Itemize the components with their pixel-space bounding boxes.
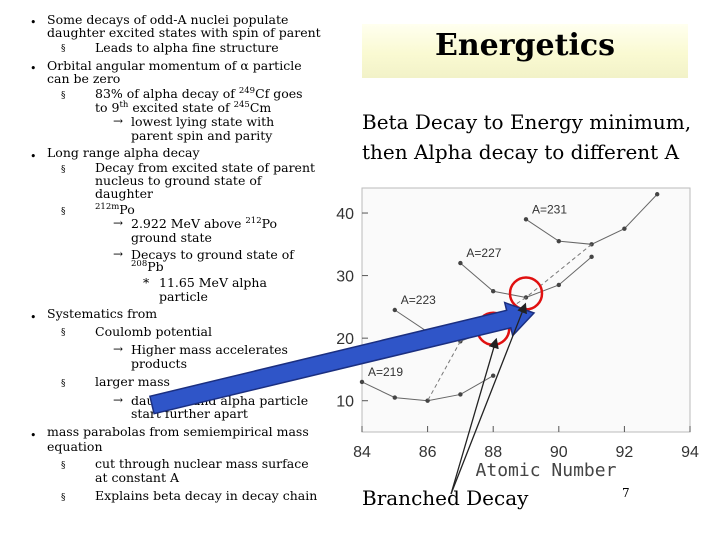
title-banner — [362, 24, 688, 78]
bullet-square: § — [61, 44, 66, 54]
series-label: A=231 — [532, 202, 567, 216]
series-label: A=223 — [401, 293, 436, 307]
data-point — [458, 392, 463, 397]
arrow-bullet: → — [113, 114, 124, 128]
text-line: lowest lying state with — [131, 114, 275, 129]
text-line: Some decays of odd-A nuclei populate — [47, 12, 289, 27]
series-label: A=219 — [368, 365, 403, 379]
slide-title: Energetics — [434, 28, 616, 63]
text-line: parent spin and parity — [131, 128, 273, 143]
text-line: Systematics from — [47, 306, 158, 321]
bullet-dot: • — [30, 62, 37, 75]
text-line: 2.922 MeV above 212Po — [131, 215, 278, 231]
text-line: 208Pb — [131, 258, 164, 274]
text-column: • Some decays of odd-A nuclei populate d… — [0, 0, 340, 540]
bullet-dot: • — [30, 150, 37, 163]
text-line: products — [131, 356, 187, 371]
x-tick-label: 88 — [484, 444, 502, 461]
text-line: can be zero — [47, 71, 121, 86]
bullet-square: § — [61, 379, 66, 389]
text-line: at constant A — [95, 470, 179, 485]
bullet-square: § — [61, 493, 66, 503]
text-line: 212mPo — [95, 201, 135, 217]
x-tick-label: 86 — [419, 444, 437, 461]
text-line: particle — [159, 289, 208, 304]
text-line: to 9th excited state of 245Cm — [95, 99, 272, 115]
y-tick-label: 30 — [336, 269, 354, 286]
bullet-square: § — [61, 207, 66, 217]
branch-arrow — [450, 337, 499, 495]
y-tick-label: 10 — [336, 394, 354, 411]
text-line: Explains beta decay in decay chain — [95, 488, 318, 503]
x-tick-label: 94 — [681, 444, 699, 461]
star-bullet: * — [143, 275, 150, 290]
data-point — [589, 254, 594, 260]
bullet-dot: • — [30, 16, 37, 29]
x-axis-title: Atomic Number — [476, 460, 617, 481]
decay-path-line — [525, 243, 592, 298]
text-line: equation — [47, 439, 103, 454]
text-line: mass parabolas from semiempirical mass — [47, 424, 309, 439]
text-line: 83% of alpha decay of 249Cf goes — [95, 85, 303, 101]
data-point — [491, 289, 496, 294]
decay-path-line — [427, 341, 461, 401]
data-point — [523, 217, 529, 222]
subtitle-line-1: Beta Decay to Energy minimum, — [362, 110, 692, 134]
data-point — [556, 238, 561, 244]
text-line: daughter — [95, 186, 153, 201]
text-line: Decay from excited state of parent — [95, 160, 316, 175]
data-point — [392, 395, 397, 400]
data-point — [655, 192, 660, 197]
text-line: 11.65 MeV alpha — [159, 275, 267, 290]
arrow-bullet: → — [113, 393, 124, 407]
x-tick-label: 84 — [353, 444, 371, 461]
text-line: Orbital angular momentum of α particle — [47, 58, 302, 73]
subtitle-line-2: then Alpha decay to different A — [362, 140, 680, 164]
data-point — [425, 398, 430, 403]
text-line: Coulomb potential — [95, 324, 212, 339]
text-line: Higher mass accelerates — [131, 342, 288, 357]
bullet-square: § — [61, 461, 66, 471]
branch-arrow — [450, 302, 527, 495]
y-tick-label: 20 — [336, 331, 354, 348]
text-line: Long range alpha decay — [47, 145, 200, 160]
bullet-square: § — [61, 328, 66, 338]
data-point — [359, 379, 365, 385]
y-tick-label: 40 — [336, 206, 354, 223]
x-tick-label: 90 — [550, 444, 568, 461]
text-line: nucleus to ground state of — [95, 173, 262, 188]
arrow-bullet: → — [113, 342, 124, 356]
text-line: cut through nuclear mass surface — [95, 456, 309, 471]
text-line: daughter excited states with spin of par… — [47, 25, 321, 40]
text-line: Decays to ground state of — [131, 247, 294, 262]
branched-decay-label: Branched Decay — [362, 486, 529, 510]
bullet-square: § — [61, 91, 66, 101]
data-point — [622, 226, 627, 231]
text-line: larger mass — [95, 374, 170, 389]
data-point — [491, 373, 496, 378]
bullet-dot: • — [30, 429, 37, 442]
page-number: 7 — [622, 486, 630, 500]
data-point — [392, 307, 397, 313]
bullet-dot: • — [30, 311, 37, 324]
text-line: ground state — [131, 230, 212, 245]
arrow-bullet: → — [113, 247, 124, 261]
arrow-bullet: → — [113, 216, 124, 230]
data-point — [556, 282, 561, 288]
text-line: Leads to alpha fine structure — [95, 40, 279, 55]
bullet-square: § — [61, 165, 66, 175]
series-label: A=227 — [466, 246, 501, 260]
data-point — [458, 260, 463, 266]
x-tick-label: 92 — [616, 444, 634, 461]
